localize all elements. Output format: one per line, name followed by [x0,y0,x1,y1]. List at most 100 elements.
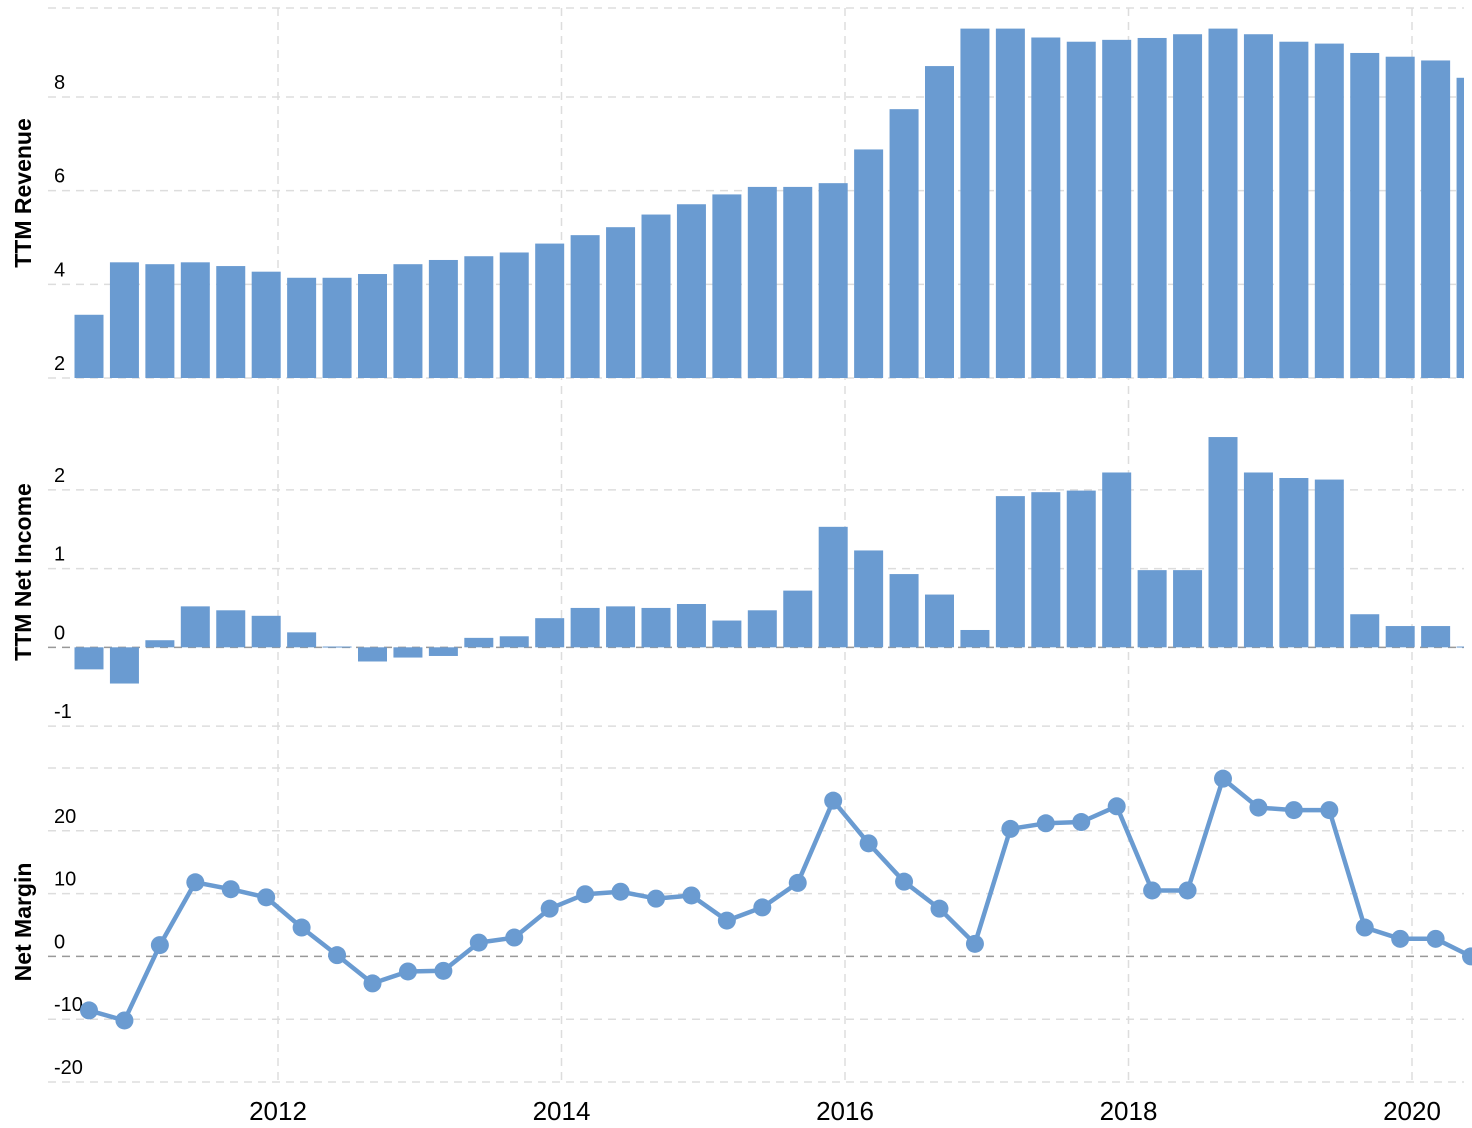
bar[interactable] [1243,472,1273,648]
bar[interactable] [1314,479,1344,648]
bar[interactable] [287,277,317,378]
data-point[interactable] [895,872,914,891]
bar[interactable] [1314,43,1344,378]
bar[interactable] [1350,52,1380,378]
bar[interactable] [783,590,813,648]
bar[interactable] [712,620,742,648]
bar[interactable] [676,604,706,648]
bar[interactable] [995,28,1025,378]
bar[interactable] [145,640,175,648]
bar[interactable] [1173,570,1203,648]
bar[interactable] [464,637,494,648]
bar[interactable] [322,277,352,378]
bar[interactable] [428,259,458,378]
data-point[interactable] [221,880,240,899]
bar[interactable] [1208,28,1238,378]
bar[interactable] [641,607,671,648]
data-point[interactable] [1355,918,1374,937]
bar[interactable] [428,647,458,656]
data-point[interactable] [1214,769,1232,788]
bar[interactable] [393,647,423,658]
bar[interactable] [1173,34,1203,379]
bar[interactable] [358,274,387,378]
bar[interactable] [889,574,919,648]
bar[interactable] [1385,56,1415,378]
bar[interactable] [322,646,352,648]
data-point[interactable] [1107,797,1126,816]
data-point[interactable] [257,888,276,907]
data-point[interactable] [824,791,843,810]
bar[interactable] [535,243,565,378]
bar[interactable] [712,194,742,378]
data-point[interactable] [398,962,417,981]
bar[interactable] [783,186,813,378]
bar[interactable] [1279,478,1309,648]
bar[interactable] [180,262,210,378]
bar[interactable] [1208,437,1238,648]
bar[interactable] [180,606,210,648]
bar[interactable] [818,526,848,648]
data-point[interactable] [505,928,524,947]
bar[interactable] [676,204,706,378]
bar[interactable] [606,606,636,648]
bar[interactable] [109,262,139,378]
data-point[interactable] [115,1011,134,1030]
data-point[interactable] [717,911,736,930]
data-point[interactable] [1426,929,1445,948]
bar[interactable] [925,594,954,648]
bar[interactable] [747,186,777,378]
bar[interactable] [1421,60,1451,379]
bar[interactable] [889,109,919,379]
data-point[interactable] [1072,813,1091,832]
bar[interactable] [1031,492,1061,648]
bar[interactable] [818,183,848,378]
bar[interactable] [1456,646,1464,648]
bar[interactable] [251,271,281,378]
bar[interactable] [216,610,246,648]
bar[interactable] [1066,490,1096,648]
data-point[interactable] [292,918,311,937]
data-point[interactable] [540,899,559,918]
data-point[interactable] [1284,801,1303,820]
bar[interactable] [499,252,529,378]
data-point[interactable] [859,834,878,853]
bar[interactable] [854,149,884,378]
data-point[interactable] [328,946,347,965]
data-point[interactable] [788,873,807,892]
data-point[interactable] [80,1001,98,1020]
data-point[interactable] [1391,929,1410,948]
data-point[interactable] [930,899,949,918]
bar[interactable] [1137,37,1167,379]
bar[interactable] [216,266,246,378]
bar[interactable] [499,636,529,648]
bar[interactable] [358,647,387,662]
data-point[interactable] [186,873,205,892]
data-point[interactable] [1320,801,1339,820]
bar[interactable] [1066,41,1096,378]
bar[interactable] [464,256,494,378]
data-point[interactable] [1143,881,1162,900]
bar[interactable] [251,615,281,648]
data-point[interactable] [469,933,488,952]
bar[interactable] [854,550,884,648]
bar[interactable] [925,66,954,378]
bar[interactable] [1102,472,1132,648]
bar[interactable] [393,264,423,378]
bar[interactable] [287,632,317,648]
bar[interactable] [109,647,139,684]
bar[interactable] [1279,41,1309,378]
bar[interactable] [1385,626,1415,648]
data-point[interactable] [682,886,701,905]
data-point[interactable] [753,898,772,917]
bar[interactable] [570,607,600,648]
bar[interactable] [1421,626,1451,648]
data-point[interactable] [150,936,169,955]
data-point[interactable] [1462,947,1472,966]
bar[interactable] [960,629,990,648]
bar[interactable] [1456,77,1464,378]
data-point[interactable] [1178,881,1197,900]
bar[interactable] [1350,614,1380,648]
bar[interactable] [960,28,990,378]
bar[interactable] [145,264,175,378]
bar[interactable] [570,235,600,378]
